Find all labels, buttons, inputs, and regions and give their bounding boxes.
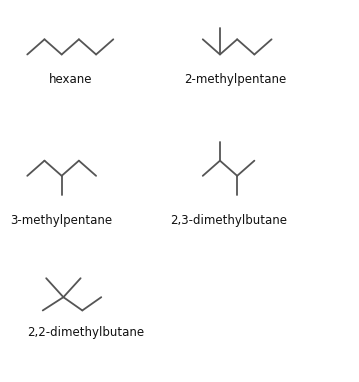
- Text: 2,3-dimethylbutane: 2,3-dimethylbutane: [170, 214, 287, 227]
- Text: 2-methylpentane: 2-methylpentane: [184, 73, 286, 86]
- Text: 2,2-dimethylbutane: 2,2-dimethylbutane: [27, 325, 144, 338]
- Text: hexane: hexane: [48, 73, 92, 86]
- Text: 3-methylpentane: 3-methylpentane: [11, 214, 113, 227]
